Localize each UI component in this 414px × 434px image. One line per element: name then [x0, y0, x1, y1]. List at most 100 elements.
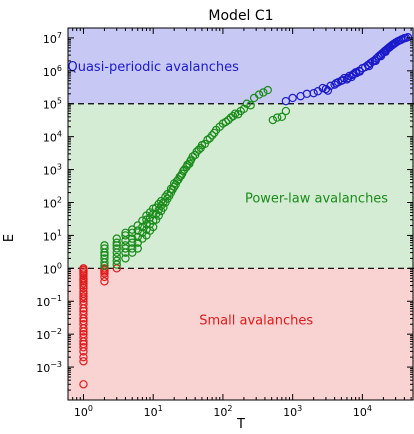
region-labels: Quasi-periodic avalanches Power-law avala…: [67, 60, 388, 328]
region-label-0: Quasi-periodic avalanches: [67, 60, 239, 75]
x-tick-label: 101: [144, 404, 163, 419]
data-point-series-1: [200, 139, 210, 149]
region-band-0: [68, 28, 414, 104]
data-point-series-1: [176, 171, 186, 180]
data-point-series-1: [151, 215, 161, 224]
data-point-series-2: [355, 67, 365, 76]
x-axis-ticks: 100 101 102 103 104: [67, 28, 412, 419]
data-point-series-1: [154, 211, 163, 220]
data-point-series-0: [79, 324, 88, 333]
regions-layer: [68, 28, 414, 400]
y-tick-label: 10−3: [36, 360, 62, 375]
data-point-series-1: [128, 244, 137, 253]
x-tick-label: 100: [74, 404, 93, 419]
data-point-series-2: [364, 61, 374, 71]
threshold-lines: [68, 103, 414, 269]
data-point-series-0: [79, 292, 88, 301]
data-point-series-1: [161, 192, 170, 201]
data-point-series-1: [100, 241, 109, 250]
y-tick-label: 107: [43, 31, 62, 46]
data-point-series-0: [79, 314, 88, 323]
data-point-series-0: [79, 279, 88, 288]
data-point-series-1: [128, 228, 137, 238]
data-point-series-2: [288, 93, 297, 103]
x-axis-label: T: [236, 417, 245, 432]
data-points: [79, 33, 413, 389]
data-point-series-1: [148, 222, 158, 232]
data-point-series-1: [186, 156, 195, 166]
region-band-1: [68, 103, 414, 269]
data-point-series-1: [133, 244, 142, 253]
data-point-series-1: [100, 254, 109, 263]
data-point-series-1: [112, 256, 121, 265]
y-axis-label: E: [2, 234, 17, 242]
data-point-series-1: [128, 238, 137, 247]
data-point-series-2: [403, 33, 413, 42]
data-point-series-2: [309, 88, 318, 98]
data-point-series-0: [79, 337, 88, 346]
data-point-series-1: [254, 90, 264, 99]
y-axis-ticks: 10−3 10−2 10−1 100 101 102 103 104 105 106 107: [36, 27, 413, 401]
data-point-series-1: [128, 225, 137, 234]
data-point-series-1: [268, 115, 278, 125]
data-point-series-1: [263, 85, 272, 95]
y-tick-label: 103: [43, 163, 62, 178]
data-point-series-1: [259, 88, 268, 97]
data-point-series-1: [228, 111, 238, 121]
y-tick-label: 100: [43, 261, 62, 276]
data-point-series-1: [272, 113, 282, 122]
y-tick-label: 104: [43, 130, 62, 145]
data-point-series-0: [79, 269, 88, 278]
data-point-series-1: [112, 238, 121, 247]
data-point-series-2: [348, 70, 357, 80]
x-tick-label: 103: [283, 404, 302, 419]
data-point-series-1: [133, 221, 142, 230]
data-point-series-0: [79, 343, 88, 352]
data-point-series-0: [79, 380, 88, 389]
data-point-series-1: [100, 244, 109, 253]
data-point-series-1: [112, 234, 121, 243]
y-tick-label: 105: [43, 97, 62, 112]
data-point-series-1: [128, 234, 137, 243]
data-point-series-2: [281, 96, 291, 106]
data-point-series-2: [371, 56, 380, 66]
data-point-series-1: [159, 203, 168, 212]
data-point-series-1: [133, 232, 142, 242]
data-point-series-0: [79, 357, 88, 366]
data-point-series-2: [376, 51, 386, 61]
region-label-1: Power-law avalanches: [245, 191, 388, 206]
plot-frame: [67, 27, 414, 401]
chart-title: Model C1: [208, 8, 273, 24]
data-point-series-1: [121, 254, 130, 263]
y-tick-label: 10−2: [36, 327, 62, 342]
data-point-series-1: [142, 219, 151, 229]
data-point-series-0: [100, 272, 109, 282]
y-tick-label: 101: [43, 228, 62, 243]
y-tick-label: 102: [43, 195, 62, 210]
data-point-series-1: [281, 106, 291, 116]
data-point-series-1: [112, 252, 121, 262]
data-point-series-1: [172, 176, 182, 186]
data-point-series-1: [277, 112, 287, 122]
data-point-series-0: [79, 304, 88, 313]
data-point-series-1: [112, 244, 121, 253]
data-point-series-2: [388, 40, 398, 49]
data-point-series-1: [207, 131, 217, 140]
y-tick-label: 106: [43, 64, 62, 79]
data-point-series-0: [79, 352, 88, 362]
data-point-series-1: [242, 99, 251, 108]
data-point-series-1: [221, 117, 231, 127]
data-point-series-1: [246, 101, 255, 110]
data-point-series-2: [338, 75, 347, 85]
data-point-series-0: [79, 283, 88, 293]
data-point-series-1: [128, 248, 137, 257]
data-point-series-0: [100, 277, 109, 286]
region-label-2: Small avalanches: [199, 313, 313, 328]
data-point-series-0: [79, 347, 88, 356]
y-tick-label: 10−1: [36, 294, 62, 309]
x-tick-label: 104: [353, 404, 372, 419]
data-point-series-0: [79, 294, 88, 303]
data-point-series-1: [133, 238, 142, 247]
data-point-series-2: [323, 86, 333, 95]
